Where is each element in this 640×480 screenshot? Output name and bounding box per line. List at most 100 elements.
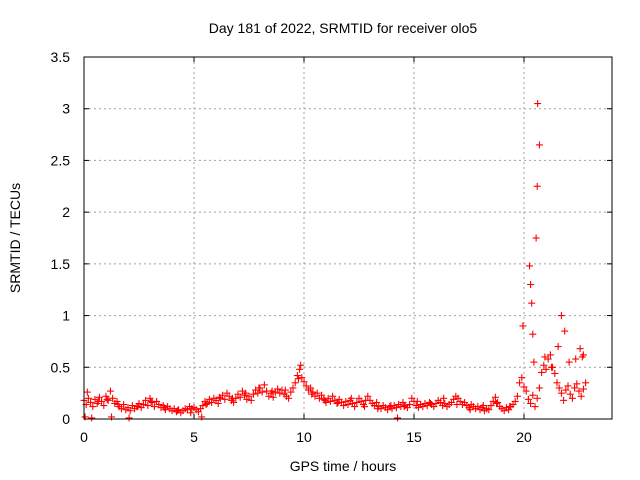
data-point [83, 388, 91, 396]
data-point [546, 351, 554, 359]
chart-title: Day 181 of 2022, SRMTID for receiver olo… [209, 20, 478, 36]
data-point [221, 395, 229, 403]
data-point [361, 403, 368, 411]
data-point [113, 397, 121, 405]
data-point [575, 387, 583, 395]
data-point [104, 396, 112, 404]
data-point [117, 405, 125, 413]
data-point [560, 396, 568, 404]
data-point [577, 392, 585, 400]
data-point [485, 406, 493, 414]
data-point [187, 409, 195, 417]
data-point [313, 389, 321, 397]
data-point [548, 363, 555, 371]
data-point [88, 414, 96, 422]
data-point [344, 401, 352, 409]
data-point [321, 396, 329, 404]
data-point [139, 401, 147, 409]
data-point [296, 365, 304, 373]
data-point [506, 403, 514, 411]
x-tick-labels: 0 5 10 15 20 [80, 429, 532, 445]
data-point [150, 403, 158, 411]
axis-ticks [83, 56, 612, 420]
data-point [326, 397, 334, 405]
data-point [340, 402, 348, 410]
data-point [373, 398, 381, 406]
x-tick-label: 5 [190, 429, 198, 445]
y-axis-label: SRMTID / TECUs [7, 183, 23, 293]
data-point [538, 368, 546, 376]
data-point [531, 403, 539, 411]
data-point [513, 392, 521, 400]
data-point [530, 358, 538, 366]
data-point [249, 390, 257, 398]
data-point [522, 387, 530, 395]
data-point [494, 398, 502, 406]
data-point [245, 392, 253, 400]
data-point [126, 407, 134, 415]
data-point [527, 399, 535, 407]
data-point [535, 141, 543, 149]
data-point [100, 402, 108, 410]
data-point [174, 407, 181, 415]
data-point [334, 398, 342, 406]
data-point [281, 386, 289, 394]
data-point [387, 402, 395, 410]
data-point [289, 384, 297, 392]
data-point [453, 401, 461, 409]
data-point [576, 345, 584, 353]
data-point [554, 343, 562, 351]
data-point [135, 399, 143, 407]
data-point [134, 403, 142, 411]
data-point [298, 374, 306, 382]
data-point [579, 385, 587, 393]
data-point [566, 390, 574, 398]
data-point [94, 397, 102, 405]
y-tick-label: 3.5 [51, 49, 71, 65]
data-point [511, 397, 519, 405]
data-point [297, 361, 305, 369]
data-point [572, 355, 580, 363]
data-point [568, 394, 576, 402]
data-point [146, 394, 154, 402]
data-point [285, 394, 293, 402]
data-point [318, 391, 326, 399]
data-point [329, 392, 337, 400]
data-point [527, 281, 535, 289]
data-point [347, 394, 355, 402]
data-point [364, 392, 372, 400]
data-point [247, 396, 255, 404]
data-point [148, 398, 156, 406]
data-point [307, 384, 315, 392]
data-point [89, 403, 97, 411]
data-point [440, 394, 448, 402]
data-point [561, 327, 569, 335]
data-point [374, 405, 382, 413]
data-point [144, 402, 152, 410]
data-point [255, 384, 263, 392]
y-tick-label: 0.5 [51, 359, 71, 375]
data-point [102, 392, 110, 400]
data-point [351, 403, 359, 411]
data-point [199, 402, 207, 410]
data-point [274, 385, 282, 393]
data-point [534, 100, 542, 108]
data-point [400, 403, 408, 411]
data-point [557, 389, 565, 397]
data-point [208, 398, 216, 406]
y-tick-label: 2.5 [51, 152, 71, 168]
data-point [260, 381, 268, 389]
data-point [125, 414, 133, 422]
plot-frame [83, 56, 613, 420]
data-point [524, 395, 532, 403]
data-point [541, 353, 549, 361]
y-tick-label: 0 [62, 411, 70, 427]
y-tick-labels: 0 0.5 1 1.5 2 2.5 3 3.5 [51, 49, 71, 427]
data-point [573, 380, 581, 388]
data-point [540, 361, 548, 369]
data-point [229, 394, 236, 402]
data-point [519, 322, 527, 330]
data-point [103, 395, 111, 403]
data-point [202, 401, 210, 409]
x-tick-label: 10 [296, 429, 312, 445]
